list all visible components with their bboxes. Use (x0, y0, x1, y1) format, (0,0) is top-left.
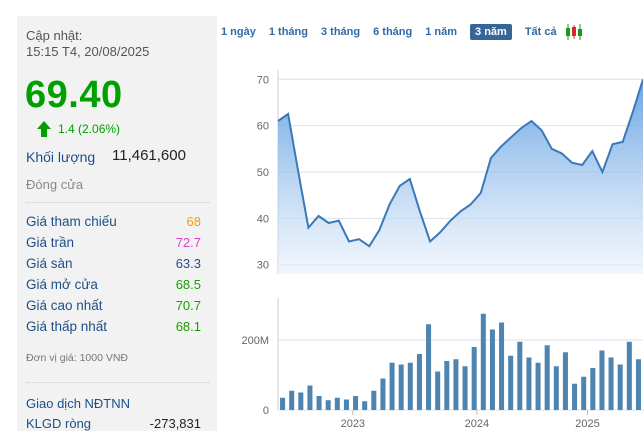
volume-bar (407, 362, 413, 410)
volume-tick-label: 200M (241, 335, 269, 347)
volume-bar (362, 401, 368, 410)
candlestick-icon[interactable] (564, 23, 584, 41)
stat-label: Giá thấp nhất (26, 319, 108, 334)
volume-bar (353, 396, 359, 410)
volume-bar (435, 371, 441, 410)
volume-bar (635, 359, 641, 410)
price-line (277, 79, 643, 248)
period-tabs: 1 ngày 1 tháng 3 tháng 6 tháng 1 năm 3 n… (221, 22, 584, 42)
volume-bar (398, 364, 404, 410)
volume-bar (499, 322, 505, 410)
foreign-net-label: KLGD ròng (26, 416, 92, 431)
y-tick-label: 50 (257, 167, 269, 179)
stat-row: Giá mở cửa 68.5 (26, 277, 201, 297)
stat-row: Giá thấp nhất 68.1 (26, 319, 201, 339)
tab-all[interactable]: Tất cả (524, 26, 557, 38)
foreign-net-value: -273,831 (149, 416, 201, 431)
volume-bar (307, 385, 313, 410)
volume-bar (553, 366, 559, 410)
price-change: 1.4 (2.06%) (37, 121, 120, 137)
update-time: 15:15 T4, 20/08/2025 (26, 44, 150, 59)
stat-label: Giá trần (26, 235, 75, 250)
price-chart: 70 60 50 40 30 200M 0 2023 2024 2025 (241, 70, 643, 430)
volume-bar (280, 397, 286, 410)
price-change-value: 1.4 (2.06%) (58, 122, 121, 136)
volume-bar (298, 392, 304, 410)
divider (26, 202, 209, 203)
y-tick-label: 40 (257, 213, 269, 225)
tab-1-year[interactable]: 1 năm (425, 26, 458, 38)
volume-value: 11,461,600 (112, 147, 186, 164)
price-area (278, 79, 643, 274)
volume-bar (535, 362, 541, 410)
stat-value: 68 (186, 214, 201, 229)
volume-bar (453, 359, 459, 410)
tab-6-months[interactable]: 6 tháng (373, 26, 413, 38)
stat-label: Giá sàn (26, 256, 73, 271)
market-status: Đóng cửa (26, 177, 84, 192)
volume-tick-label: 0 (263, 405, 269, 417)
unit-note: Đơn vị giá: 1000 VNĐ (26, 352, 129, 364)
stat-value: 72.7 (175, 235, 201, 250)
volume-bar (371, 390, 377, 410)
foreign-trading-title: Giao dịch NĐTNN (26, 396, 131, 411)
volume-bar (508, 355, 514, 410)
volume-bar (316, 396, 322, 410)
update-label: Cập nhật: (26, 28, 83, 43)
stat-row: Giá sàn 63.3 (26, 256, 201, 276)
y-tick-label: 70 (257, 74, 269, 86)
arrow-up-icon (37, 121, 51, 137)
volume-bar (517, 341, 523, 410)
volume-bar (562, 352, 568, 410)
stat-row: Giá trần 72.7 (26, 235, 201, 255)
volume-bar (471, 347, 477, 410)
y-tick-label: 30 (257, 260, 269, 272)
volume-bar (426, 324, 432, 410)
volume-bar (489, 329, 495, 410)
volume-bar (626, 341, 632, 410)
volume-bar (572, 383, 578, 410)
volume-label: Khối lượng (26, 149, 96, 165)
volume-bar (526, 357, 532, 410)
stat-value: 70.7 (175, 298, 201, 313)
volume-bar (617, 364, 623, 410)
volume-bar (289, 390, 295, 410)
tab-3-months[interactable]: 3 tháng (320, 26, 361, 38)
y-tick-label: 60 (257, 121, 269, 133)
tab-1-month[interactable]: 1 tháng (268, 26, 308, 38)
volume-bar (343, 399, 349, 410)
stat-label: Giá cao nhất (26, 298, 103, 313)
tab-1-day[interactable]: 1 ngày (221, 26, 256, 38)
quote-sidebar: Cập nhật: 15:15 T4, 20/08/2025 69.40 1.4… (17, 16, 217, 431)
volume-bar (480, 313, 486, 410)
volume-bar (416, 354, 422, 410)
volume-bar (325, 400, 331, 410)
volume-bar (608, 357, 614, 410)
volume-bar (462, 366, 468, 410)
stat-row: Giá cao nhất 70.7 (26, 298, 201, 318)
volume-bar (444, 361, 450, 410)
stat-value: 68.5 (175, 277, 201, 292)
x-tick-label: 2024 (465, 418, 489, 430)
stat-value: 63.3 (175, 256, 201, 271)
x-tick-label: 2025 (575, 418, 599, 430)
current-price: 69.40 (25, 74, 123, 116)
stat-value: 68.1 (175, 319, 201, 334)
tab-3-years[interactable]: 3 năm (470, 24, 512, 40)
volume-bar (389, 362, 395, 410)
stat-label: Giá tham chiếu (26, 214, 117, 229)
x-tick-label: 2023 (341, 418, 365, 430)
divider (26, 382, 209, 383)
volume-bar (380, 378, 386, 410)
volume-bar (334, 397, 340, 410)
volume-bar (599, 350, 605, 410)
stat-label: Giá mở cửa (26, 277, 98, 292)
volume-bar (581, 376, 587, 410)
stat-row: Giá tham chiếu 68 (26, 214, 201, 234)
volume-bar (590, 368, 596, 410)
volume-bar (544, 345, 550, 410)
